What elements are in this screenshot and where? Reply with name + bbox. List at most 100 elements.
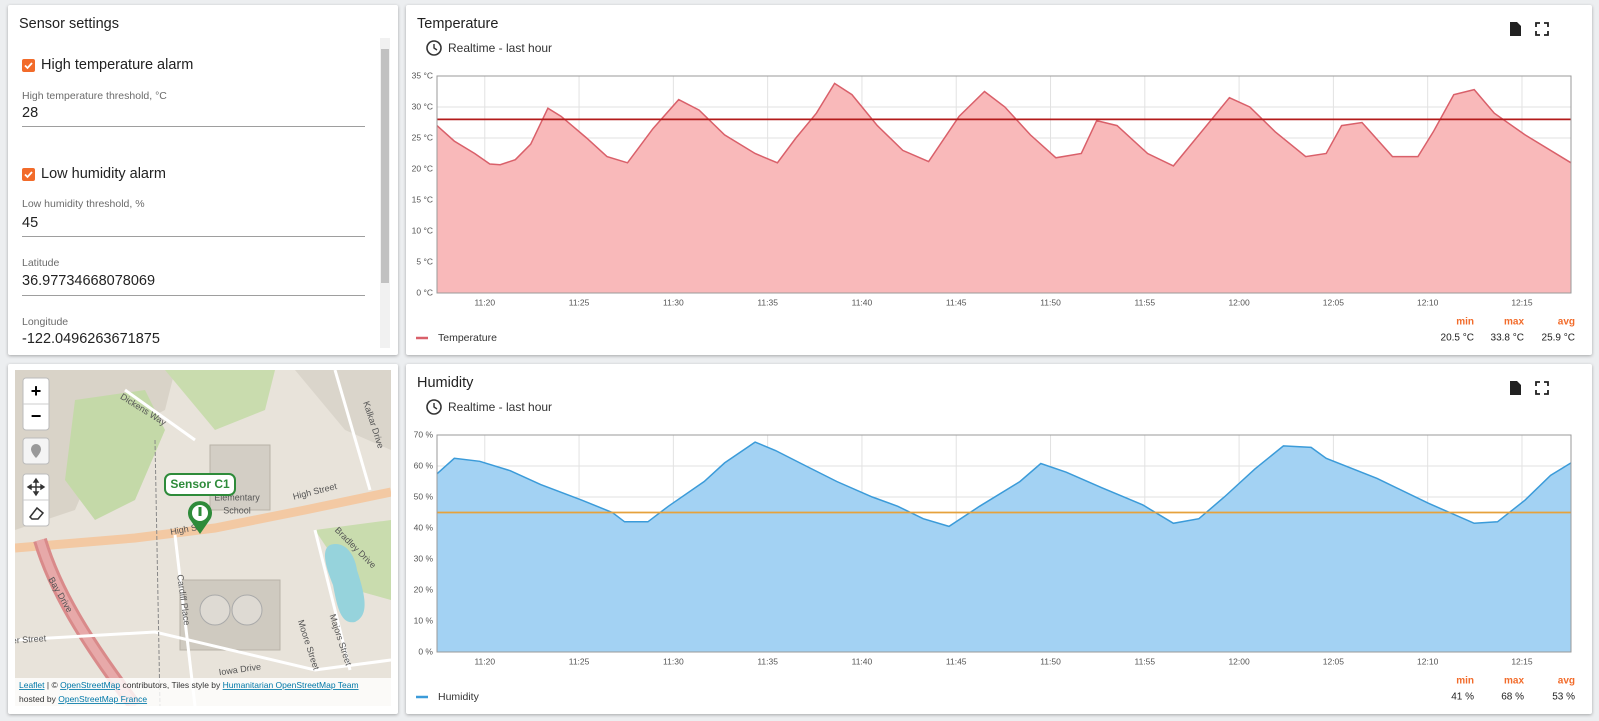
field-underline xyxy=(22,236,365,237)
x-tick-label: 11:55 xyxy=(1134,297,1155,307)
checkbox[interactable] xyxy=(22,59,35,72)
scrollbar-thumb[interactable] xyxy=(381,49,389,283)
stat-label: max xyxy=(1504,317,1524,328)
y-tick-label: 35 °C xyxy=(412,70,433,80)
x-tick-label: 12:00 xyxy=(1228,297,1250,307)
attribution: hosted by OpenStreetMap France xyxy=(19,694,147,704)
area xyxy=(437,83,1571,294)
y-tick-label: 30 % xyxy=(414,553,434,563)
fullscreen-icon[interactable] xyxy=(1535,22,1549,36)
field-underline xyxy=(22,126,365,127)
clock-hands xyxy=(433,403,438,410)
stat-value: 25.9 °C xyxy=(1542,333,1575,344)
park xyxy=(165,370,275,430)
area xyxy=(437,442,1571,652)
x-tick-label: 12:00 xyxy=(1228,656,1250,666)
y-tick-label: 20 % xyxy=(414,584,434,594)
pond xyxy=(324,544,365,623)
clock-hands xyxy=(433,44,438,51)
x-tick-label: 12:05 xyxy=(1323,656,1345,666)
stat-label: avg xyxy=(1558,317,1575,328)
stat-label: max xyxy=(1504,676,1524,687)
export-icon[interactable] xyxy=(1510,22,1521,36)
stat-value: 33.8 °C xyxy=(1491,333,1524,344)
attribution-text: hosted by xyxy=(19,694,58,704)
field-label: Latitude xyxy=(22,257,60,269)
field-value[interactable]: -122.0496263671875 xyxy=(22,331,160,347)
export-icon[interactable] xyxy=(1510,381,1521,395)
y-tick-label: 0 °C xyxy=(416,287,433,297)
move-icon[interactable] xyxy=(26,477,46,497)
tank xyxy=(231,594,263,626)
building xyxy=(179,579,281,651)
road xyxy=(124,388,196,442)
legend-label: Temperature xyxy=(438,332,497,344)
attribution-link[interactable]: OpenStreetMap France xyxy=(58,694,147,704)
road xyxy=(173,534,197,706)
line xyxy=(436,441,1572,528)
temperature-card: Temperature Realtime - last hour 0 °C 5 °… xyxy=(406,5,1592,355)
y-tick-label: 60 % xyxy=(414,460,434,470)
y-tick-label: 50 % xyxy=(414,491,434,501)
clock-icon xyxy=(426,40,442,56)
erase-icon[interactable] xyxy=(29,506,45,520)
stat-label: min xyxy=(1456,317,1474,328)
y-tick-label: 40 % xyxy=(414,522,434,532)
x-tick-label: 11:50 xyxy=(1040,297,1061,307)
x-tick-label: 11:30 xyxy=(663,297,684,307)
field-value[interactable]: 45 xyxy=(22,215,39,231)
field-label: Low humidity threshold, % xyxy=(22,198,145,210)
x-tick-label: 11:20 xyxy=(474,297,495,307)
fullscreen-icon[interactable] xyxy=(1535,381,1549,395)
y-tick-label: 15 °C xyxy=(412,194,433,204)
chart-subtitle: Realtime - last hour xyxy=(448,400,552,414)
field-underline xyxy=(22,295,365,296)
attribution-link[interactable]: Leaflet xyxy=(19,680,45,690)
x-tick-label: 11:35 xyxy=(757,656,778,666)
attribution: Leaflet | © OpenStreetMap contributors, … xyxy=(19,680,359,690)
y-tick-label: 10 °C xyxy=(412,225,433,235)
stat-value: 41 % xyxy=(1451,692,1474,703)
rail xyxy=(154,439,161,706)
marker-label: Sensor C1 xyxy=(170,477,230,491)
y-tick-label: 10 % xyxy=(414,615,434,625)
marker-label-box xyxy=(164,473,236,496)
y-tick-label: 20 °C xyxy=(412,163,433,173)
map-area xyxy=(295,370,391,450)
attribution-link[interactable]: Humanitarian OpenStreetMap Team xyxy=(223,680,359,690)
stat-value: 68 % xyxy=(1501,692,1524,703)
check-icon xyxy=(24,171,33,179)
attribution-bg xyxy=(15,678,391,706)
map-card: Dickens Way High Street Kalkar Drive Bradle… xyxy=(8,364,398,714)
x-tick-label: 12:15 xyxy=(1511,297,1533,307)
line xyxy=(436,82,1572,167)
x-tick-label: 11:45 xyxy=(946,656,967,666)
plot-border xyxy=(436,75,1572,294)
road xyxy=(333,370,372,491)
attribution-link[interactable]: OpenStreetMap xyxy=(60,680,120,690)
road xyxy=(313,529,352,671)
x-tick-label: 12:10 xyxy=(1417,656,1439,666)
checkbox-label: Low humidity alarm xyxy=(41,166,166,182)
y-tick-label: 0 % xyxy=(418,646,433,656)
settings-title: Sensor settings xyxy=(19,16,119,32)
field-label: Longitude xyxy=(22,316,69,328)
x-tick-label: 12:05 xyxy=(1323,297,1345,307)
zoom-out[interactable]: − xyxy=(31,406,42,426)
x-tick-label: 12:15 xyxy=(1511,656,1533,666)
pin-icon xyxy=(31,444,41,458)
field-value[interactable]: 36.97734668078069 xyxy=(22,273,156,289)
zoom-in[interactable]: + xyxy=(31,381,42,401)
clock-icon xyxy=(426,399,442,415)
chart-subtitle: Realtime - last hour xyxy=(448,41,552,55)
field-value[interactable]: 28 xyxy=(22,105,39,121)
street-label: er Street xyxy=(15,633,47,645)
chart: Temperature Realtime - last hour 0 °C 5 °… xyxy=(412,16,1575,344)
x-tick-label: 11:25 xyxy=(569,297,590,307)
checkbox[interactable] xyxy=(22,168,35,181)
x-tick-label: 11:50 xyxy=(1040,656,1061,666)
x-tick-label: 11:55 xyxy=(1134,656,1155,666)
road xyxy=(15,630,391,672)
settings-card: Sensor settings High temperature alarm H… xyxy=(8,5,398,355)
